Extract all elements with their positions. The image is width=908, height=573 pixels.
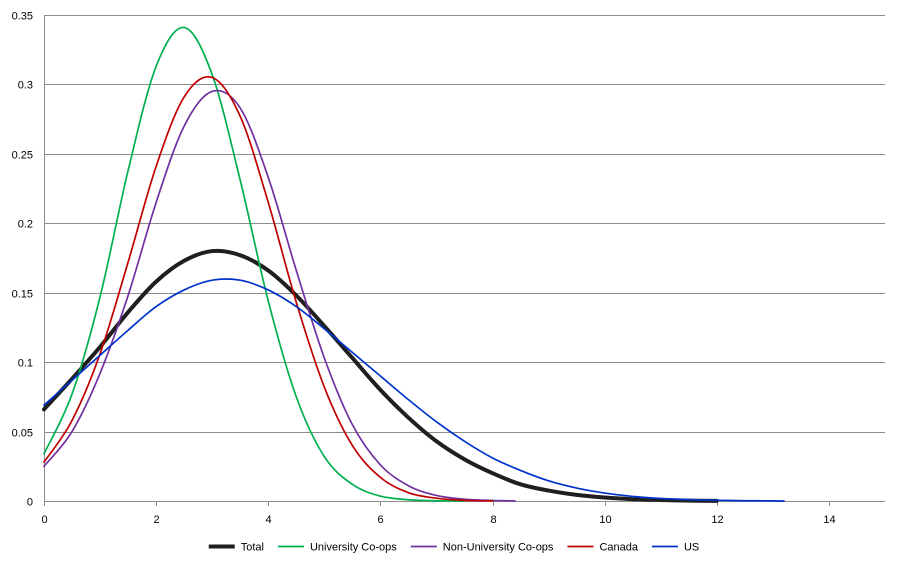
y-tick-label: 0.2 — [18, 219, 33, 231]
y-tick-label: 0.15 — [12, 289, 33, 301]
legend-item-us: US — [651, 542, 699, 554]
legend-item-canada: Canada — [567, 542, 639, 554]
y-tick-label: 0 — [27, 497, 33, 509]
x-tick-label: 6 — [377, 514, 383, 526]
legend-label: Total — [241, 542, 264, 554]
y-tick-label: 0.1 — [18, 358, 33, 370]
x-tick-label: 4 — [265, 514, 271, 526]
series-line-us — [43, 278, 785, 502]
series-line-non-university-co-ops — [43, 89, 516, 502]
y-tick-label: 0.05 — [12, 428, 33, 440]
x-tick-label: 14 — [823, 514, 835, 526]
x-tick-label: 0 — [41, 514, 47, 526]
y-tick-label: 0.35 — [12, 11, 33, 23]
series-line-canada — [43, 75, 494, 502]
legend-label: Non-University Co-ops — [443, 542, 554, 554]
legend: Total University Co-ops Non-University Co-… — [208, 542, 699, 554]
legend-item-total: Total — [208, 542, 264, 554]
series-line-total — [42, 248, 719, 503]
x-tick-label: 12 — [711, 514, 723, 526]
series-lines — [42, 26, 785, 503]
legend-item-non-university-co-ops: Non-University Co-ops — [410, 542, 554, 554]
legend-label: Canada — [599, 542, 638, 554]
legend-label: University Co-ops — [310, 542, 397, 554]
x-tick-label: 8 — [490, 514, 496, 526]
legend-label: US — [684, 542, 699, 554]
y-tick-label: 0.25 — [12, 150, 33, 162]
gridlines — [44, 15, 885, 433]
series-line-university-co-ops — [43, 26, 466, 502]
tick-labels: 0 0.05 0.1 0.15 0.2 0.25 0.3 0.35 0 2 4 6 8 10 12 14 — [12, 11, 836, 527]
x-tick-label: 10 — [599, 514, 611, 526]
x-tick-label: 2 — [153, 514, 159, 526]
y-tick-label: 0.3 — [18, 80, 33, 92]
legend-item-university-co-ops: University Co-ops — [277, 542, 397, 554]
